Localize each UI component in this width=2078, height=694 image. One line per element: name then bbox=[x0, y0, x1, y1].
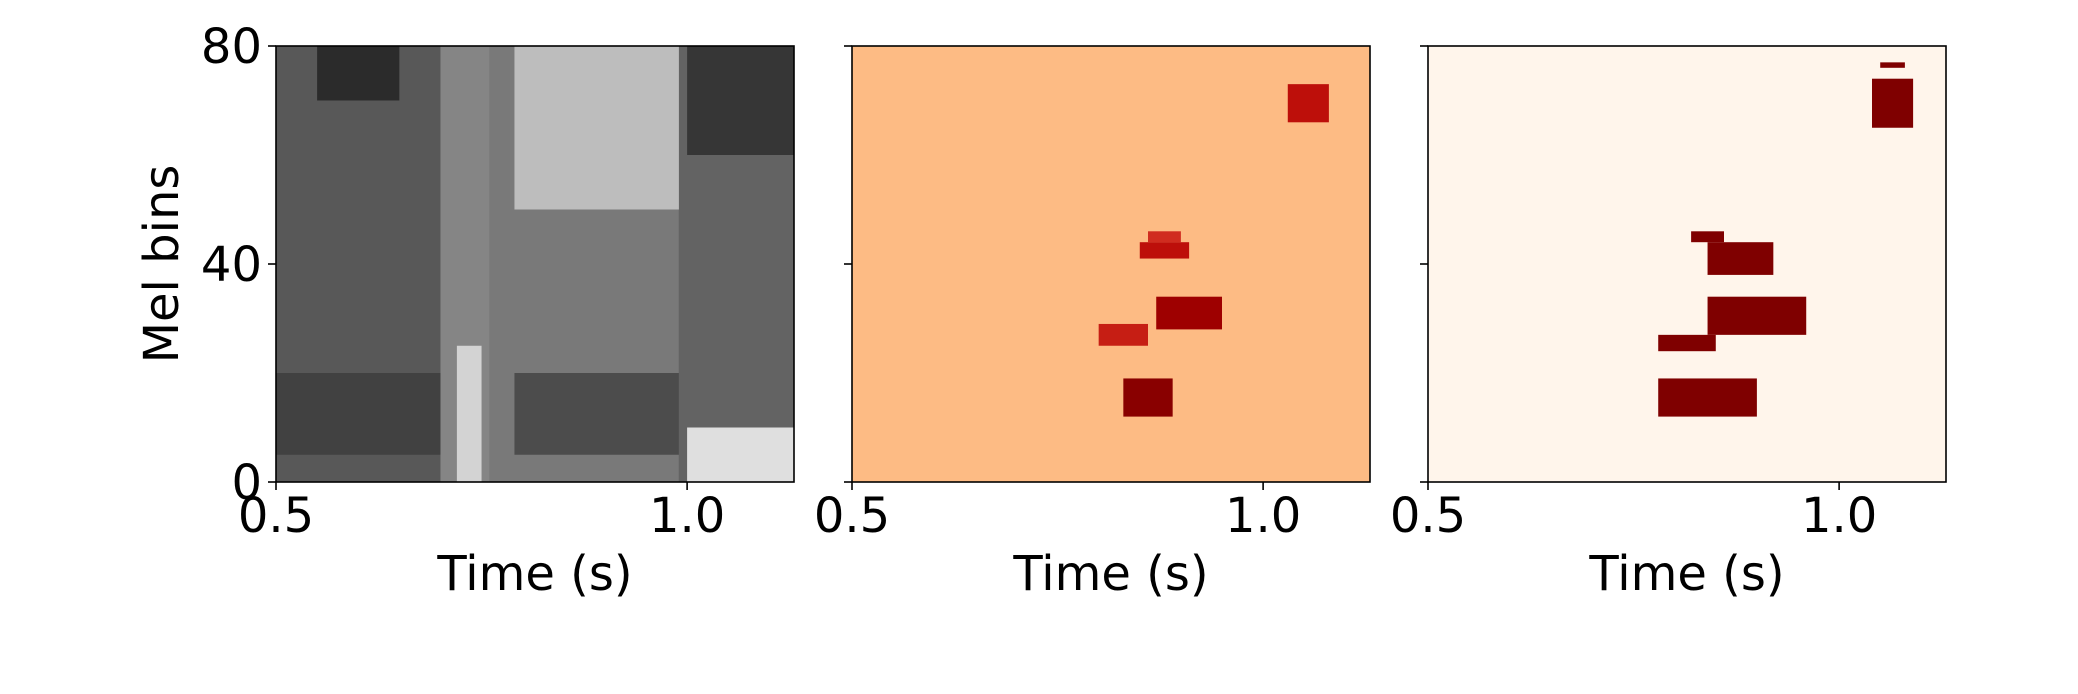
panel-spectrogram: 0.5 1.0 0 40 80 Time (s) Mel bins bbox=[134, 19, 795, 602]
heatmap-region bbox=[1658, 334, 1716, 352]
panels: 0.5 1.0 0 40 80 Time (s) Mel bins 0.5 1.0 Time (s… bbox=[134, 19, 1947, 602]
heatmap-region bbox=[1872, 78, 1914, 128]
heatmap-region bbox=[1691, 231, 1724, 243]
heatmap-cells bbox=[276, 46, 794, 482]
x-tick-label: 0.5 bbox=[814, 488, 890, 544]
x-tick-label: 1.0 bbox=[1225, 488, 1301, 544]
heatmap-region bbox=[1098, 323, 1148, 346]
x-tick-label: 1.0 bbox=[649, 488, 725, 544]
x-axis-label: Time (s) bbox=[436, 546, 632, 602]
heatmap-region bbox=[1707, 242, 1774, 275]
heatmap-region bbox=[514, 373, 679, 455]
x-tick-label: 1.0 bbox=[1801, 488, 1877, 544]
panel-mask: 0.5 1.0 Time (s) bbox=[1390, 45, 1947, 602]
y-axis-label: Mel bins bbox=[134, 165, 190, 364]
heatmap-cells bbox=[852, 46, 1370, 482]
heatmap-region bbox=[1139, 242, 1190, 259]
y-tick-label: 0 bbox=[231, 455, 262, 511]
x-axis-label: Time (s) bbox=[1588, 546, 1784, 602]
x-tick-label: 0.5 bbox=[238, 488, 314, 544]
heatmap-region bbox=[1658, 378, 1757, 417]
heatmap-cells bbox=[1428, 46, 1946, 482]
y-tick-label: 80 bbox=[201, 19, 262, 75]
heatmap-region bbox=[317, 46, 400, 101]
heatmap-region bbox=[1156, 296, 1222, 330]
heatmap-region bbox=[276, 373, 441, 455]
x-axis-label: Time (s) bbox=[1012, 546, 1208, 602]
heatmap-region bbox=[1148, 231, 1181, 243]
heatmap-region bbox=[687, 46, 794, 155]
heatmap-region bbox=[1287, 84, 1329, 123]
heatmap-region bbox=[1123, 378, 1173, 417]
x-tick-label: 0.5 bbox=[1390, 488, 1466, 544]
heatmap-region bbox=[687, 427, 794, 482]
heatmap-region bbox=[852, 46, 1370, 482]
panel-attribution: 0.5 1.0 Time (s) bbox=[814, 45, 1371, 602]
heatmap-region bbox=[456, 345, 482, 482]
heatmap-region bbox=[514, 46, 679, 210]
heatmap-region bbox=[1707, 296, 1807, 335]
y-tick-label: 40 bbox=[201, 237, 262, 293]
heatmap-region bbox=[1880, 62, 1905, 68]
